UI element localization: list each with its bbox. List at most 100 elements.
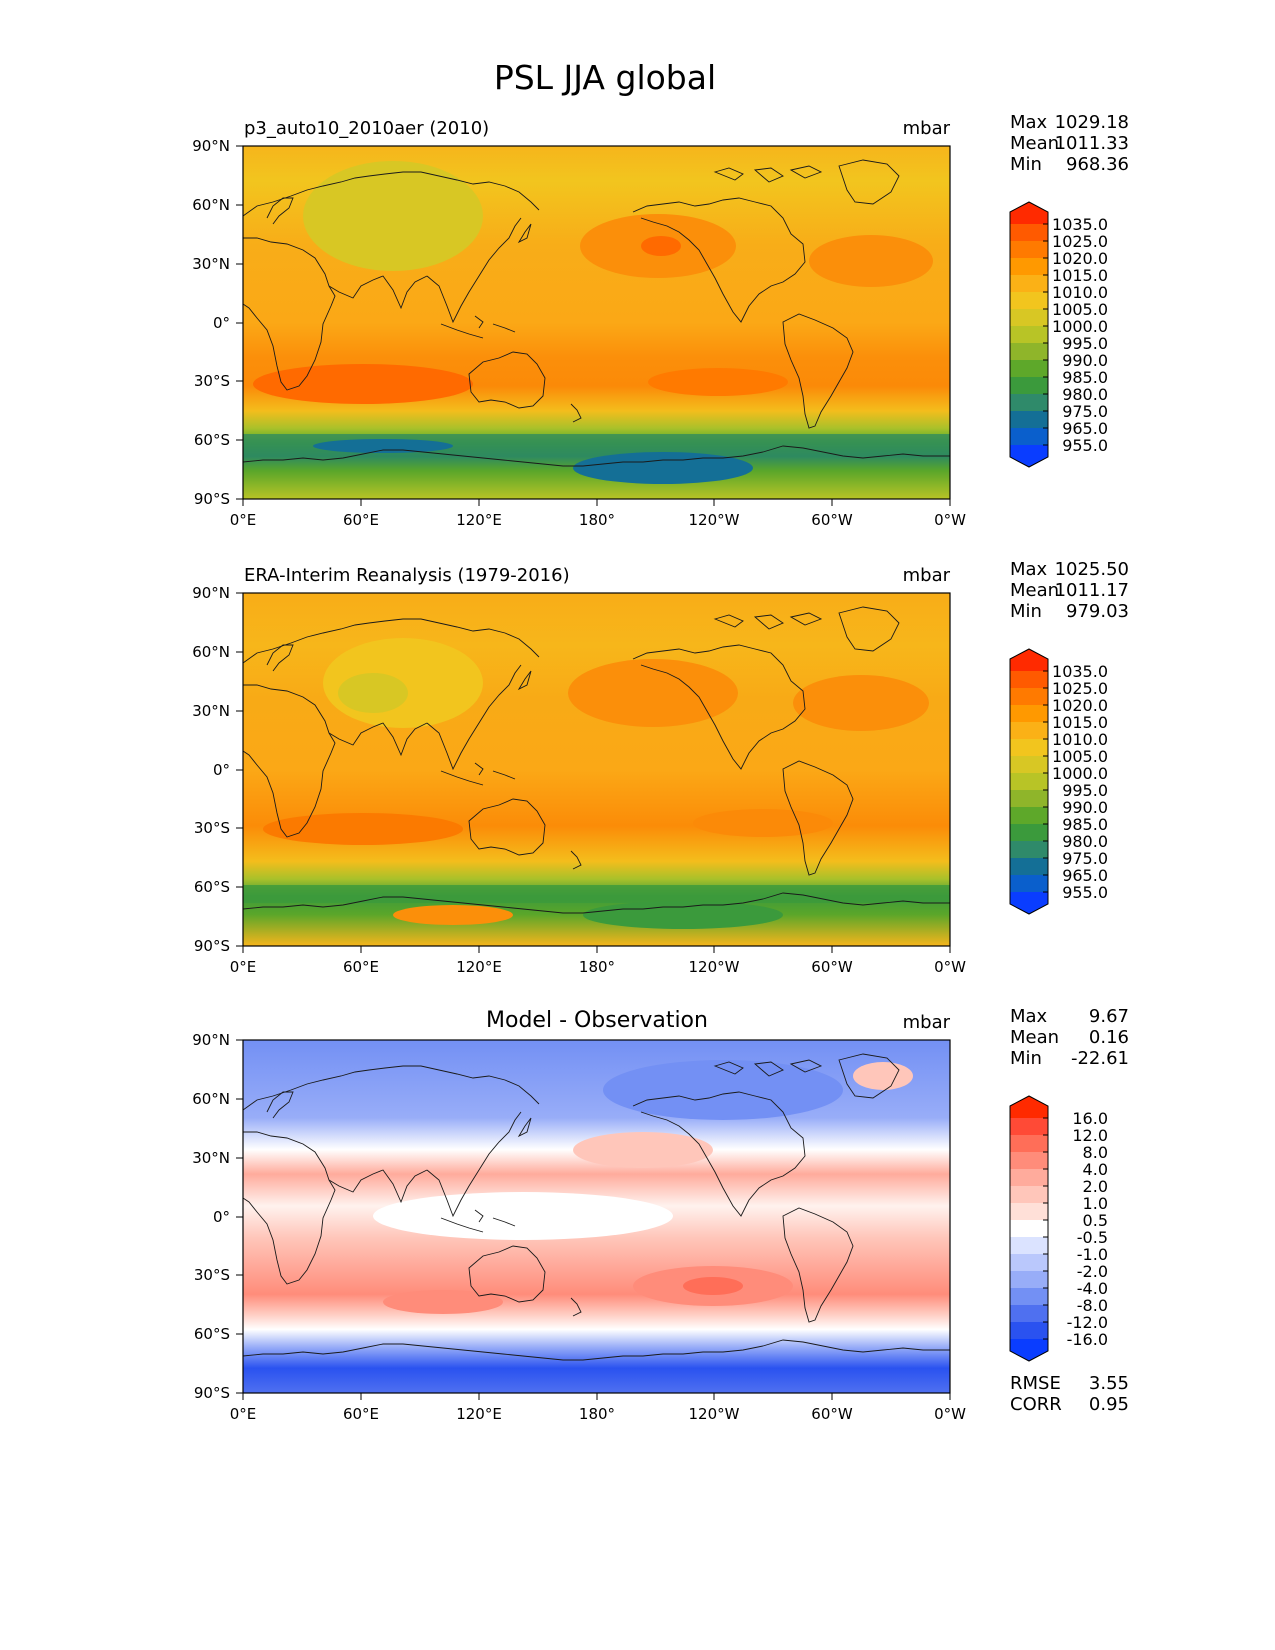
colorbar-swatch — [1010, 1186, 1048, 1204]
stat-min-value: 968.36 — [1066, 154, 1129, 175]
stat-mean-label: Mean — [1010, 580, 1059, 601]
lat-tick-label: 60°S — [194, 431, 230, 449]
stat-min-label: Min — [1010, 1048, 1042, 1069]
units-label: mbar — [903, 565, 951, 586]
colorbar-swatch — [1010, 1271, 1048, 1289]
lat-tick-label: 60°N — [192, 196, 230, 214]
colorbar-swatch — [1010, 1118, 1048, 1136]
y-axis: 90°N 60°N 30°N 0° 30°S 60°S 90°S — [192, 137, 243, 508]
colorbar-swatch — [1010, 824, 1048, 842]
lat-tick-label: 0° — [213, 314, 230, 332]
stats-block: Max 1029.18 Mean 1011.33 Min 968.36 — [1010, 112, 1129, 175]
colorbar-swatch — [1010, 275, 1048, 293]
colorbar-swatch — [1010, 1288, 1048, 1306]
colorbar-label: 2.0 — [1083, 1177, 1108, 1196]
y-axis: 90°N 60°N 30°N 0° 30°S 60°S 90°S — [192, 1031, 243, 1402]
antarctic-green — [583, 901, 783, 929]
lon-tick-label: 180° — [579, 958, 615, 976]
colorbar-swatch — [1010, 377, 1048, 395]
colorbar: 16.012.08.04.02.01.00.5-0.5-1.0-2.0-4.0-… — [1009, 1095, 1108, 1362]
colorbar-label: 1035.0 — [1052, 215, 1108, 234]
colorbar-label: 1020.0 — [1052, 249, 1108, 268]
units-label: mbar — [903, 1012, 951, 1033]
colorbar-label: 955.0 — [1062, 436, 1108, 455]
asian-low — [303, 161, 483, 271]
colorbar-swatch — [1010, 705, 1048, 723]
colorbar-label: 1.0 — [1083, 1194, 1108, 1213]
lon-tick-label: 0°E — [230, 1405, 257, 1423]
colorbar-swatch — [1010, 309, 1048, 327]
colorbar-swatch — [1010, 1152, 1048, 1170]
panel-difference: Model - Observation mbar 90°N 60°N 30°N — [192, 1006, 1129, 1423]
tropics-neutral — [373, 1192, 673, 1240]
colorbar-label: 8.0 — [1083, 1143, 1108, 1162]
antarctic-low-2 — [313, 439, 453, 453]
map-area — [242, 1039, 951, 1394]
panel-title: ERA-Interim Reanalysis (1979-2016) — [244, 565, 570, 586]
asian-low-core — [338, 673, 408, 713]
colorbar: 1035.01025.01020.01015.01010.01005.01000… — [1009, 648, 1108, 915]
colorbar-swatch — [1010, 671, 1048, 689]
lon-tick-label: 120°W — [689, 958, 740, 976]
stat-mean-value: 1011.33 — [1055, 133, 1129, 154]
lat-tick-label: 60°S — [194, 878, 230, 896]
colorbar-label: 1005.0 — [1052, 747, 1108, 766]
colorbar-label: 975.0 — [1062, 849, 1108, 868]
lat-tick-label: 30°N — [192, 702, 230, 720]
stats-block: Max 9.67 Mean 0.16 Min -22.61 — [1010, 1006, 1129, 1069]
colorbar-label: 1020.0 — [1052, 696, 1108, 715]
colorbar-label: 985.0 — [1062, 368, 1108, 387]
colorbar-swatch — [1010, 1169, 1048, 1187]
lon-tick-label: 120°W — [689, 1405, 740, 1423]
panel-title: p3_auto10_2010aer (2010) — [244, 118, 489, 139]
lat-tick-label: 90°N — [192, 137, 230, 155]
colorbar-swatch — [1010, 1322, 1048, 1340]
x-axis: 0°E 60°E 120°E 180° 120°W 60°W 0°W — [230, 946, 966, 976]
lon-tick-label: 120°E — [456, 511, 502, 529]
stat-rmse-value: 3.55 — [1089, 1373, 1129, 1394]
south-pacific-high — [648, 368, 788, 396]
colorbar-swatch — [1010, 688, 1048, 706]
lon-tick-label: 60°W — [811, 511, 853, 529]
panel-title: Model - Observation — [486, 1008, 708, 1033]
panel-observation: ERA-Interim Reanalysis (1979-2016) mbar — [192, 559, 1129, 976]
stat-max-value: 1029.18 — [1055, 112, 1129, 133]
colorbar-swatch — [1010, 258, 1048, 276]
colorbar-label: 12.0 — [1072, 1126, 1108, 1145]
colorbar-label: 990.0 — [1062, 351, 1108, 370]
x-axis: 0°E 60°E 120°E 180° 120°W 60°W 0°W — [230, 1393, 966, 1423]
colorbar-outline — [1009, 1095, 1049, 1362]
stat-mean-label: Mean — [1010, 133, 1059, 154]
lat-tick-label: 90°S — [194, 490, 230, 508]
colorbar-label: 965.0 — [1062, 866, 1108, 885]
colorbar-label: 16.0 — [1072, 1109, 1108, 1128]
southern-ocean-low — [243, 885, 950, 903]
colorbar-label: 1015.0 — [1052, 713, 1108, 732]
lon-tick-label: 120°W — [689, 511, 740, 529]
lat-tick-label: 60°N — [192, 1090, 230, 1108]
stat-corr-value: 0.95 — [1089, 1394, 1129, 1415]
colorbar-label: 995.0 — [1062, 334, 1108, 353]
lon-tick-label: 0°W — [934, 1405, 966, 1423]
antarctic-low — [573, 452, 753, 484]
lat-tick-label: 60°N — [192, 643, 230, 661]
arctic-negative — [603, 1060, 843, 1120]
colorbar-swatch — [1010, 411, 1048, 429]
lon-tick-label: 60°E — [343, 511, 379, 529]
n-pacific-positive — [573, 1132, 713, 1168]
antarctic-high — [393, 905, 513, 925]
colorbar-label: 985.0 — [1062, 815, 1108, 834]
figure-title: PSL JJA global — [494, 58, 716, 97]
lat-tick-label: 0° — [213, 1208, 230, 1226]
colorbar-label: 1035.0 — [1052, 662, 1108, 681]
colorbar-swatch — [1010, 773, 1048, 791]
south-indian-positive — [383, 1290, 503, 1314]
units-label: mbar — [903, 118, 951, 139]
colorbar-swatch — [1010, 1203, 1048, 1221]
lat-tick-label: 30°S — [194, 372, 230, 390]
lat-tick-label: 30°N — [192, 1149, 230, 1167]
lat-tick-label: 60°S — [194, 1325, 230, 1343]
colorbar-swatch — [1010, 858, 1048, 876]
colorbar-swatch — [1010, 343, 1048, 361]
colorbar: 1035.01025.01020.01015.01010.01005.01000… — [1009, 201, 1108, 468]
